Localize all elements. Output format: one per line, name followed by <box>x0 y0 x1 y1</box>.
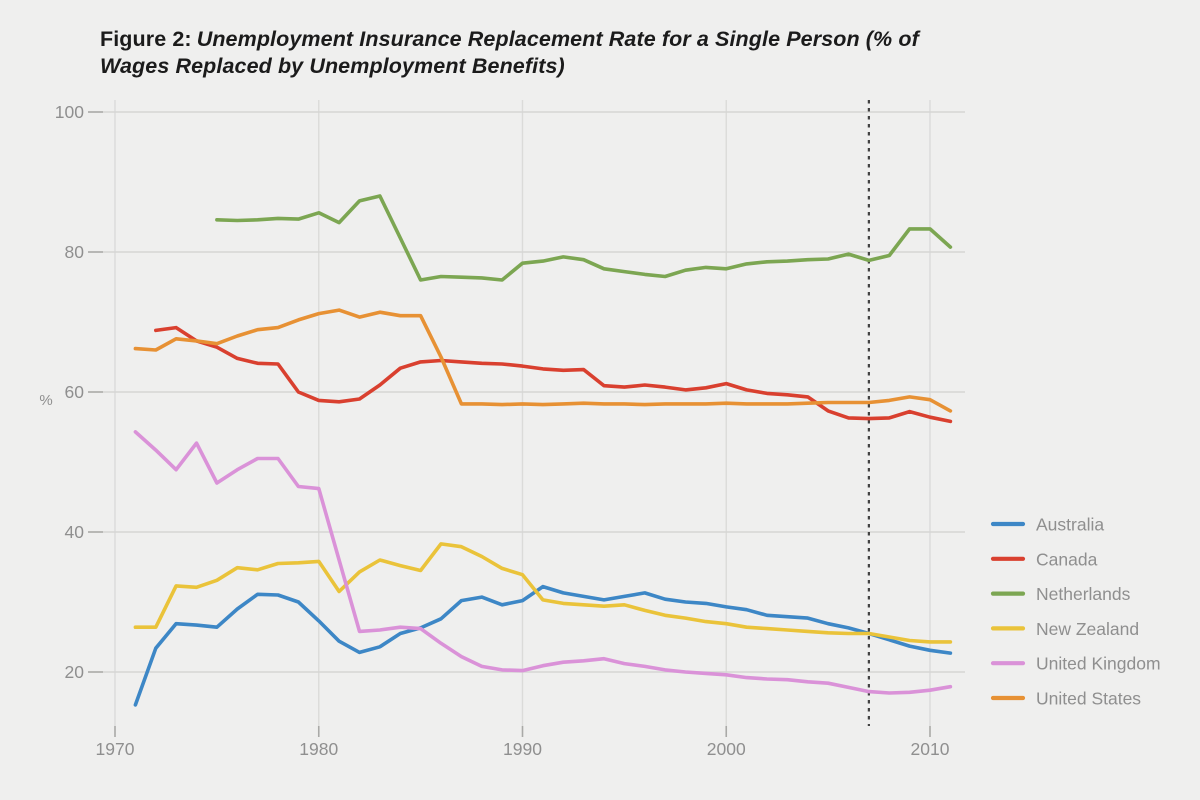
x-tick-label-1980: 1980 <box>299 739 338 759</box>
legend-label-united-states: United States <box>1036 689 1141 709</box>
y-tick-label-20: 20 <box>65 662 85 682</box>
legend-label-united-kingdom: United Kingdom <box>1036 654 1161 674</box>
legend-label-australia: Australia <box>1036 515 1104 535</box>
legend-item-united-states: United States <box>990 689 1141 709</box>
x-tick-label-2000: 2000 <box>707 739 746 759</box>
series-line-canada <box>154 325 953 424</box>
series-line-united-states <box>133 308 953 413</box>
y-tick-label-60: 60 <box>65 382 85 402</box>
y-tick-label-80: 80 <box>65 242 85 262</box>
figure-title-prefix: Figure 2: <box>100 27 192 51</box>
x-tick-label-1990: 1990 <box>503 739 542 759</box>
legend-item-new-zealand: New Zealand <box>990 619 1139 639</box>
figure-title-text: Unemployment Insurance Replacement Rate … <box>100 27 919 78</box>
series-line-netherlands <box>215 194 953 282</box>
legend-item-netherlands: Netherlands <box>990 584 1131 604</box>
series-line-united-kingdom <box>133 430 953 695</box>
legend-label-canada: Canada <box>1036 549 1098 569</box>
x-tick-label-1970: 1970 <box>96 739 135 759</box>
x-tick-label-2010: 2010 <box>911 739 950 759</box>
legend-label-new-zealand: New Zealand <box>1036 619 1139 639</box>
series-line-new-zealand <box>133 542 953 644</box>
y-axis-label: % <box>39 392 52 409</box>
y-tick-label-40: 40 <box>65 522 85 542</box>
legend-item-canada: Canada <box>990 549 1098 569</box>
legend-label-netherlands: Netherlands <box>1036 584 1131 604</box>
series-line-australia <box>133 584 953 707</box>
figure-title: Figure 2: Unemployment Insurance Replacem… <box>100 26 985 80</box>
legend-item-united-kingdom: United Kingdom <box>990 654 1161 674</box>
y-tick-label-100: 100 <box>55 102 84 122</box>
legend-item-australia: Australia <box>990 515 1104 535</box>
